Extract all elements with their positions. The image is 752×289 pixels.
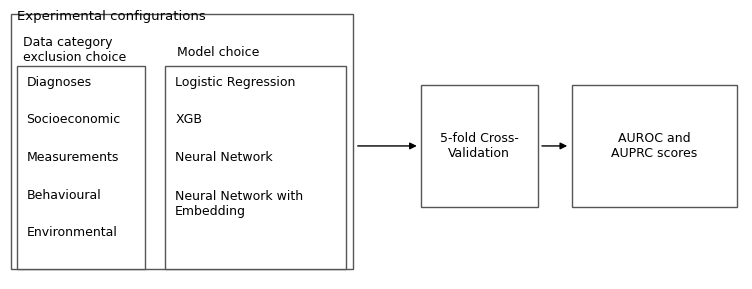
Text: Model choice: Model choice [177, 46, 259, 59]
Text: Environmental: Environmental [26, 226, 117, 239]
Bar [165, 66, 346, 269]
Text: Neural Network with
Embedding: Neural Network with Embedding [175, 190, 303, 218]
Text: Logistic Regression: Logistic Regression [175, 76, 296, 89]
Text: Measurements: Measurements [26, 151, 119, 164]
Text: Socioeconomic: Socioeconomic [26, 114, 120, 126]
Text: Experimental configurations: Experimental configurations [17, 10, 205, 23]
Text: Data category
exclusion choice: Data category exclusion choice [23, 36, 126, 64]
Text: 5-fold Cross-
Validation: 5-fold Cross- Validation [440, 132, 518, 160]
Bar [11, 14, 353, 269]
Text: XGB: XGB [175, 114, 202, 126]
Text: Diagnoses: Diagnoses [26, 76, 92, 89]
Bar [572, 85, 737, 207]
Text: AUROC and
AUPRC scores: AUROC and AUPRC scores [611, 132, 697, 160]
Bar [17, 66, 145, 269]
Bar [421, 85, 538, 207]
Text: Neural Network: Neural Network [175, 151, 273, 164]
Text: Behavioural: Behavioural [26, 189, 101, 201]
